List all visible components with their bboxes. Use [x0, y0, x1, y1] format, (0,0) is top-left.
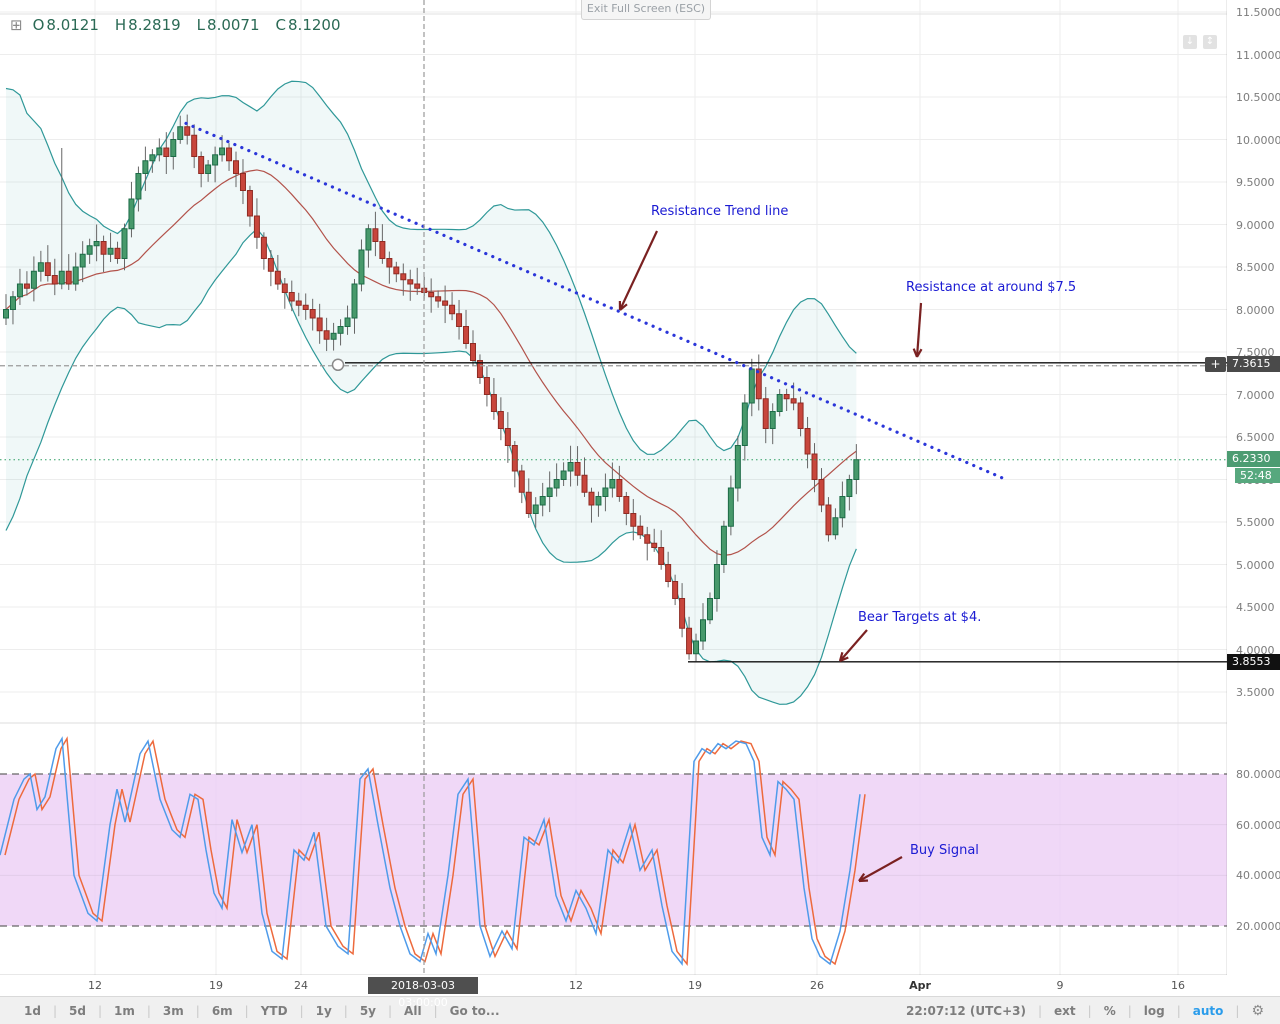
stoch-k-line: [0, 736, 861, 967]
price-tick-label: 6.5000: [1236, 431, 1275, 444]
price-tag-bear-target: 3.8553: [1227, 654, 1280, 670]
open-value: 8.0121: [46, 16, 99, 34]
separator: |: [244, 1003, 249, 1018]
close-label: C: [275, 16, 287, 34]
price-tick-label: 5.0000: [1236, 558, 1275, 572]
indicator-tick-label: 20.0000: [1236, 920, 1280, 933]
high-value: 8.2819: [128, 16, 181, 34]
price-tag-resistance: 7.3615: [1227, 356, 1280, 372]
countdown-tag: 52:48: [1235, 468, 1280, 483]
range-button-1d[interactable]: 1d: [24, 1003, 41, 1018]
time-tick-label: Apr: [909, 979, 931, 992]
time-tick-label: 19: [688, 979, 702, 992]
separator: |: [1235, 1003, 1240, 1018]
add-alert-plus-button[interactable]: +: [1205, 357, 1226, 372]
price-tick-label: 9.0000: [1236, 218, 1275, 232]
scale-modes-group: ext |% | log |: [1042, 1004, 1181, 1018]
indicator-tick-label: 80.0000: [1236, 768, 1280, 781]
ohlc-legend: ⊞ O 8.0121 H 8.2819 L 8.0071 C 8.1200: [10, 16, 357, 34]
time-tick-label: 12: [569, 979, 583, 992]
separator: |: [97, 1003, 102, 1018]
price-tick-label: 11.5000: [1236, 6, 1280, 19]
range-button-6m[interactable]: 6m: [211, 1003, 233, 1018]
close-value: 8.1200: [288, 16, 341, 34]
indicator-tick-label: 40.0000: [1236, 869, 1280, 883]
price-tick-label: 5.5000: [1236, 516, 1275, 529]
price-tick-label: 8.5000: [1236, 261, 1275, 274]
range-buttons-group: 1d|5d|1m|3m|6m|YTD|1y|5y|All|Go to...: [12, 1004, 512, 1018]
mode-button-log[interactable]: log: [1143, 1003, 1165, 1018]
separator: |: [434, 1004, 438, 1018]
clock-label[interactable]: 22:07:12 (UTC+3): [905, 1003, 1026, 1018]
price-tick-label: 8.0000: [1236, 303, 1275, 317]
separator: |: [1087, 1003, 1092, 1018]
exit-fullscreen-tooltip: Exit Full Screen (ESC): [581, 0, 711, 20]
line-handle[interactable]: [331, 358, 345, 372]
separator: |: [1176, 1003, 1181, 1018]
annotation-arrow[interactable]: [915, 302, 923, 358]
time-axis[interactable]: 2018-03-03 03:00:00 12 19 24 12 19 26 Apr 9 16: [0, 975, 1227, 1009]
time-tick-label: 9: [1056, 979, 1064, 992]
auto-scale-button[interactable]: auto: [1192, 1003, 1224, 1018]
price-tick-label: 3.5000: [1236, 686, 1275, 699]
crosshair-time-tag: 2018-03-03 03:00:00: [368, 977, 478, 1009]
price-axis[interactable]: 11.5000 11.0000 10.5000 10.0000 9.5000 9.0000…: [1227, 0, 1280, 996]
low-label: L: [196, 16, 206, 34]
time-tick-label: 16: [1171, 979, 1185, 992]
pane-maximize-button[interactable]: ↓: [1183, 35, 1197, 49]
price-tick-label: 9.5000: [1236, 176, 1275, 189]
annotation-arrow[interactable]: [839, 629, 868, 662]
separator: |: [1127, 1003, 1132, 1018]
price-tick-label: 4.0000: [1236, 643, 1275, 657]
annotation-resistance-trendline[interactable]: Resistance Trend line: [651, 204, 789, 219]
annotation-buy-signal[interactable]: Buy Signal: [910, 843, 979, 858]
separator: |: [52, 1003, 57, 1018]
mode-button-ext[interactable]: ext: [1054, 1003, 1076, 1018]
bottom-toolbar: 1d|5d|1m|3m|6m|YTD|1y|5y|All|Go to... 22…: [0, 996, 1280, 1024]
price-tick-label: 10.0000: [1236, 133, 1280, 147]
price-tick-label: 4.5000: [1236, 601, 1275, 614]
add-symbol-icon[interactable]: ⊞: [10, 16, 23, 34]
time-tick-label: 24: [294, 979, 308, 992]
annotation-arrow[interactable]: [858, 856, 903, 882]
annotation-resistance-7-5[interactable]: Resistance at around $7.5: [906, 280, 1077, 295]
range-button-5y[interactable]: 5y: [359, 1003, 376, 1018]
annotation-arrow[interactable]: [619, 230, 658, 311]
range-button-all[interactable]: All: [392, 1004, 434, 1018]
range-button-1m[interactable]: 1m: [114, 1003, 135, 1018]
separator: |: [299, 1003, 304, 1018]
range-button-5d[interactable]: 5d: [69, 1003, 86, 1018]
price-tick-label: 7.0000: [1236, 388, 1275, 402]
range-button-goto[interactable]: Go to...: [449, 1003, 500, 1018]
time-tick-label: 26: [810, 979, 824, 992]
separator: |: [388, 1003, 393, 1018]
annotation-bear-targets[interactable]: Bear Targets at $4.: [858, 610, 982, 625]
price-tag-last: 6.2330: [1227, 451, 1280, 467]
range-button-1y[interactable]: 1y: [315, 1003, 332, 1018]
price-tick-label: 10.5000: [1236, 91, 1280, 104]
separator: |: [146, 1003, 151, 1018]
open-label: O: [32, 16, 45, 34]
high-label: H: [114, 16, 127, 34]
time-tick-label: 19: [209, 979, 223, 992]
separator: |: [343, 1003, 348, 1018]
toolbar-right-group: 22:07:12 (UTC+3) | ext |% | log | auto | ⚙: [894, 1003, 1268, 1019]
indicator-tick-label: 60.0000: [1236, 818, 1280, 832]
low-value: 8.0071: [207, 16, 260, 34]
pane-restore-button[interactable]: ↕: [1203, 35, 1217, 49]
separator: |: [1037, 1003, 1043, 1018]
bollinger-fill: [6, 81, 857, 705]
range-button-ytd[interactable]: YTD: [260, 1003, 288, 1018]
candles-layer: [3, 114, 860, 662]
separator: |: [195, 1003, 200, 1018]
mode-button-percent[interactable]: %: [1103, 1003, 1116, 1018]
settings-gear-icon[interactable]: ⚙: [1251, 1002, 1264, 1019]
time-tick-label: 12: [88, 979, 102, 992]
price-tick-label: 7.5000: [1236, 346, 1275, 359]
range-button-3m[interactable]: 3m: [162, 1003, 184, 1018]
price-tick-label: 11.0000: [1236, 48, 1280, 62]
